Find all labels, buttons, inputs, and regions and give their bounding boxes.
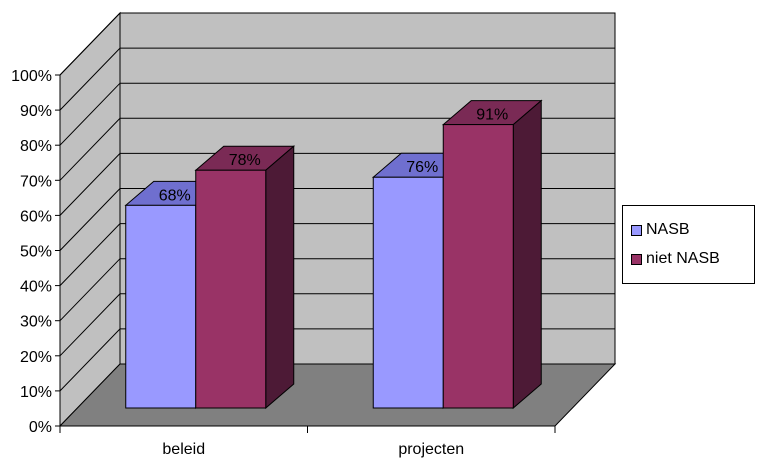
bar-niet-nasb-projecten (441, 99, 543, 410)
legend-item-nasb: NASB (631, 220, 690, 240)
legend: NASB niet NASB (622, 205, 755, 284)
gridline (59, 12, 615, 76)
y-tick-label: 90% (20, 103, 52, 120)
bar-side (265, 145, 295, 410)
data-label-niet-nasb-projecten: 91% (476, 107, 508, 124)
bar-front (195, 169, 267, 409)
gridline (59, 82, 615, 146)
bars (124, 99, 543, 410)
y-tick-label: 100% (11, 68, 52, 85)
y-tick-label: 30% (20, 314, 52, 331)
y-tick-label: 10% (20, 384, 52, 401)
y-tick-label: 0% (29, 419, 52, 436)
y-tick-label: 70% (20, 173, 52, 190)
legend-item-niet-nasb: niet NASB (631, 249, 720, 269)
x-tick-label: projecten (398, 441, 464, 458)
gridline (59, 47, 615, 111)
data-labels: 68% 78% 76% 91% (159, 107, 509, 205)
legend-swatch-nasb (631, 224, 642, 236)
y-tick-label: 80% (20, 138, 52, 155)
bar-niet-nasb-beleid (194, 145, 296, 410)
data-label-nasb-beleid: 68% (159, 187, 191, 204)
bar-side (512, 99, 542, 410)
axes: 0% 10% 20% 30% 40% 50% 60% 70% 80% 90% 100% beleid p… (11, 68, 556, 458)
x-tick-label: beleid (162, 441, 205, 458)
y-tick-label: 40% (20, 279, 52, 296)
data-label-nasb-projecten: 76% (406, 159, 438, 176)
data-label-niet-nasb-beleid: 78% (229, 152, 261, 169)
legend-label-niet-nasb: niet NASB (646, 250, 720, 267)
bar-front (125, 204, 197, 409)
legend-swatch-niet-nasb (631, 253, 642, 265)
y-tick-label: 20% (20, 349, 52, 366)
legend-label-nasb: NASB (646, 221, 690, 238)
y-tick-label: 60% (20, 208, 52, 225)
y-tick-label: 50% (20, 244, 52, 261)
bar-front (372, 176, 444, 409)
bar-front (442, 124, 514, 409)
